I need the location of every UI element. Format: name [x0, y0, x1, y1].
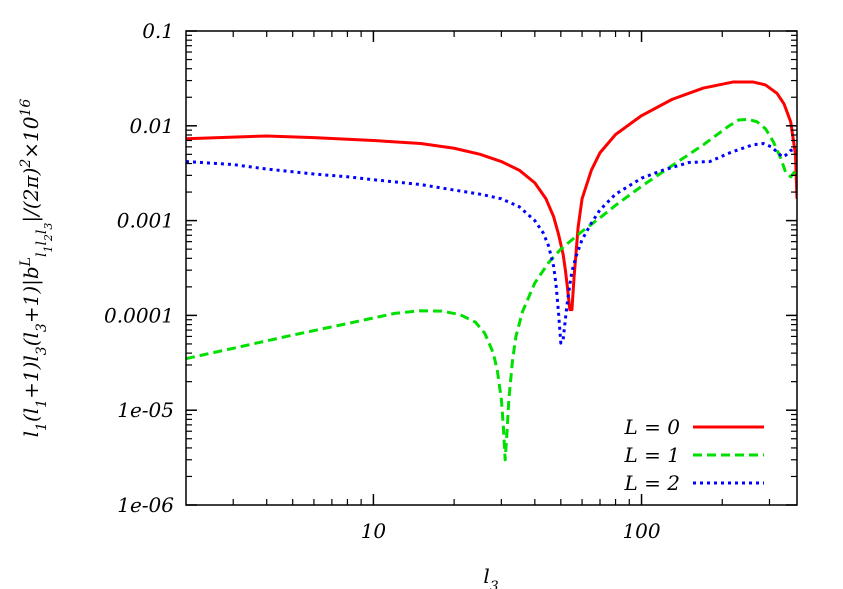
x-tick-label: 100	[622, 519, 660, 543]
y-axis-title: l1(l1+1)l3(l3+1)|bLl1l2l3|/(2π)2×1016	[18, 99, 55, 438]
series-line-L1	[186, 117, 797, 462]
legend-label-L1: L = 1	[624, 443, 680, 467]
y-tick-label: 1e-05	[117, 398, 174, 422]
series-line-L2	[186, 142, 796, 345]
y-tick-label: 1e-06	[117, 493, 174, 517]
plot-frame	[185, 30, 798, 506]
tick-layer: 1e-06 1e-05 0.0001 0.001 0.01 0.1 10 100	[104, 19, 797, 543]
y-tick-label: 0.01	[129, 114, 174, 138]
series-line-L0	[186, 80, 797, 312]
legend: L = 0 L = 1 L = 2	[624, 415, 764, 495]
x-axis-title: l3	[483, 564, 498, 589]
legend-label-L2: L = 2	[624, 471, 680, 495]
legend-label-L0: L = 0	[624, 415, 681, 439]
series-layer	[186, 80, 797, 462]
y-tick-label: 0.001	[117, 209, 174, 233]
axis-titles: l3 l1(l1+1)l3(l3+1)|bLl1l2l3|/(2π)2×1016	[18, 99, 499, 589]
y-tick-label: 0.1	[142, 19, 174, 43]
x-tick-label: 10	[361, 519, 387, 543]
y-tick-label: 0.0001	[104, 303, 174, 327]
